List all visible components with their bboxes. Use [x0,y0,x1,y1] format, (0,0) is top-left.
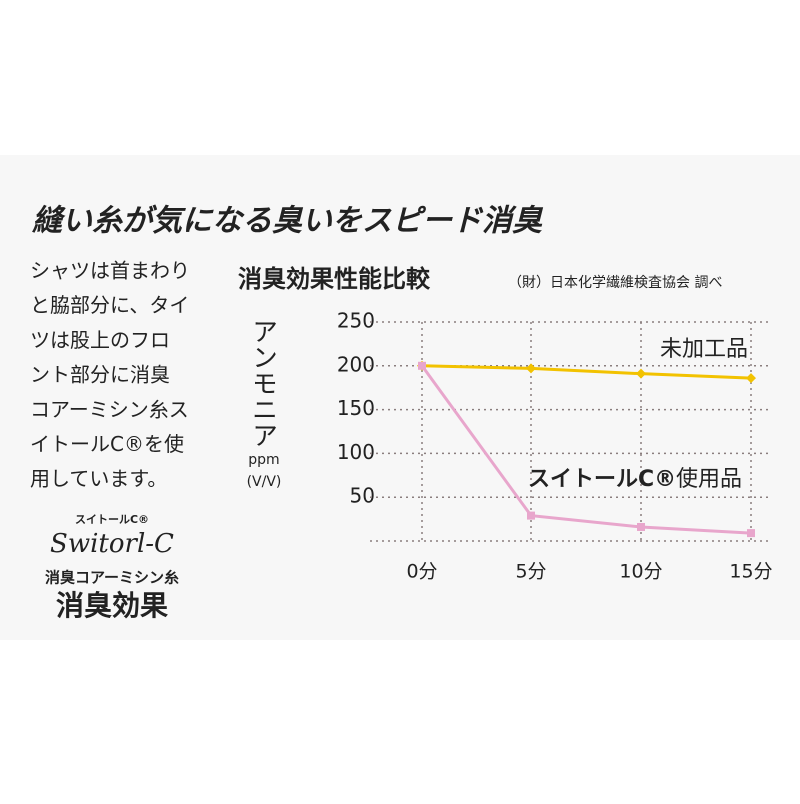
chart-title: 消臭効果性能比較 [238,265,431,293]
point [746,373,756,384]
y-unit: ppm [248,452,279,468]
y-tick-label: 50 [350,484,375,508]
point [418,361,426,370]
logo-effect: 消臭効果 [56,589,168,622]
y-tick-label: 200 [337,352,375,376]
y-unit2: (V/V) [247,474,282,490]
point [636,368,646,379]
point [527,511,535,520]
body-line: ント部分に消臭 [30,363,170,387]
logo-product: 消臭コアーミシン糸 [45,569,179,587]
y-tick-label: 100 [337,440,375,464]
body-line: と脇部分に、タイ [30,293,189,317]
body-line: ツは股上のフロ [30,328,170,352]
body-line: シャツは首まわり [30,259,190,283]
y-tick-label: 250 [337,309,375,333]
logo-script: Switorl-C [50,529,174,559]
x-tick-label: 5分 [515,561,546,583]
headline: 縫い糸が気になる臭いをスピード消臭 [32,204,544,239]
band [0,155,800,640]
x-tick-label: 0分 [406,561,437,583]
x-tick-label: 15分 [729,561,772,583]
y-label: アンモニア [248,318,278,448]
body-line: コアーミシン糸ス [30,397,189,421]
legend-label: 未加工品 [660,337,748,362]
point [637,522,645,531]
y-tick-label: 150 [337,396,375,420]
point [526,363,536,374]
point [747,529,755,538]
body-text: シャツは首まわりと脇部分に、タイツは股上のフロント部分に消臭コアーミシン糸スイト… [30,259,190,491]
logo-small: スイトールC® [75,513,149,526]
series-line [420,364,752,535]
legend-label: 使用品 [676,467,742,492]
chart-source: （財）日本化学繊維検査協会 調べ [508,275,722,291]
body-line: イトールC®を使 [30,432,184,456]
x-tick-label: 10分 [619,561,662,583]
body-line: 用しています。 [30,467,167,491]
series-line [421,364,752,380]
annotation: スイトールC® [528,467,676,492]
